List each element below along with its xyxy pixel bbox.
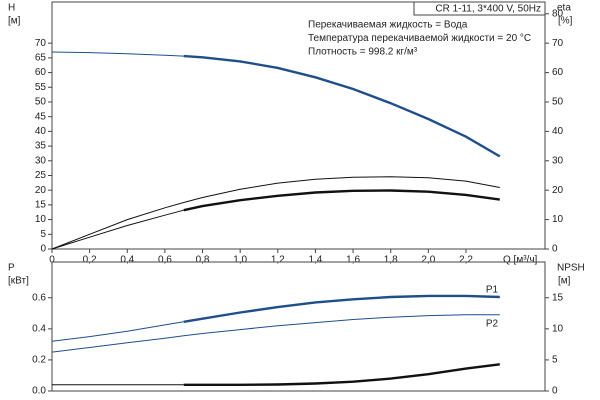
annotation: Температура перекачиваемой жидкости = 20… — [308, 33, 531, 44]
y-tick-label: 55 — [35, 82, 47, 93]
annotation: Перекачиваемая жидкость = Вода — [308, 20, 468, 31]
y2-tick-label: 30 — [552, 155, 564, 166]
chart-title: CR 1-11, 3*400 V, 50Hz — [435, 4, 541, 15]
series-label: P2 — [486, 318, 499, 329]
annotation: Плотность = 998.2 кг/м³ — [308, 47, 418, 58]
curve-thin — [51, 209, 184, 250]
y-tick-label: 40 — [35, 126, 47, 137]
y2-tick-label: 15 — [552, 292, 564, 303]
x-tick-label: 0 — [49, 255, 55, 266]
y-tick-label: 10 — [35, 214, 47, 225]
y2-tick-label: 10 — [552, 323, 564, 334]
x-tick-label: 1,8 — [384, 255, 398, 266]
y-tick-label: 30 — [35, 155, 47, 166]
curve-bold — [183, 363, 500, 386]
y2-axis-label: eta — [557, 3, 571, 14]
curve-bold — [183, 54, 501, 158]
y-tick-label: 15 — [35, 200, 47, 211]
x-tick-label: 2,0 — [421, 255, 435, 266]
x-tick-label: 1,0 — [233, 255, 247, 266]
y-tick-label: 25 — [35, 170, 47, 181]
curve-thin — [51, 321, 184, 342]
y-tick-label: 65 — [35, 53, 47, 64]
y2-tick-label: 50 — [552, 97, 564, 108]
y-tick-label: 45 — [35, 111, 47, 122]
x-tick-label: 1,2 — [271, 255, 285, 266]
x-tick-label: 1,6 — [346, 255, 360, 266]
curve-bold — [183, 189, 500, 212]
x-tick-label: 0,4 — [120, 255, 134, 266]
series-label: P1 — [486, 285, 499, 296]
y-tick-label: 0 — [40, 244, 46, 255]
y2-axis-unit: [м] — [558, 276, 571, 287]
y-tick-label: 70 — [35, 38, 47, 49]
y-axis-label: P — [8, 263, 15, 274]
y2-tick-label: 20 — [552, 185, 564, 196]
y2-axis-unit: [%] — [558, 16, 573, 27]
y2-tick-label: 70 — [552, 38, 564, 49]
y-axis-label: H — [8, 3, 15, 14]
y2-tick-label: 80 — [552, 8, 564, 19]
curve-bold — [183, 294, 500, 323]
plot-frame — [51, 1, 546, 250]
x-tick-label: 1,4 — [308, 255, 322, 266]
y2-tick-label: 40 — [552, 126, 564, 137]
y-axis-unit: [кВт] — [8, 276, 29, 287]
x-tick-label: 2,2 — [459, 255, 473, 266]
y-tick-label: 0.6 — [32, 292, 46, 303]
x-axis-label: Q [м³/ч] — [503, 255, 538, 266]
y2-tick-label: 60 — [552, 67, 564, 78]
curve — [51, 314, 500, 353]
y-tick-label: 0.0 — [32, 386, 46, 397]
y-tick-label: 60 — [35, 67, 47, 78]
title-box — [413, 1, 546, 16]
plot-frame — [51, 261, 546, 392]
y2-tick-label: 5 — [552, 355, 558, 366]
curve-thin — [51, 51, 184, 57]
x-tick-label: 0,8 — [196, 255, 210, 266]
y-axis-unit: [м] — [8, 16, 21, 27]
y2-tick-label: 0 — [552, 386, 558, 397]
y2-axis-label: NPSH — [557, 263, 585, 274]
curve — [51, 176, 500, 250]
y2-tick-label: 10 — [552, 214, 564, 225]
y-tick-label: 5 — [40, 229, 46, 240]
y2-tick-label: 0 — [552, 244, 558, 255]
y-tick-label: 20 — [35, 185, 47, 196]
y-tick-label: 0.2 — [32, 355, 46, 366]
y-tick-label: 0.4 — [32, 323, 46, 334]
y-tick-label: 35 — [35, 141, 47, 152]
x-tick-label: 0,6 — [158, 255, 172, 266]
y-tick-label: 50 — [35, 97, 47, 108]
x-tick-label: 0,2 — [83, 255, 97, 266]
